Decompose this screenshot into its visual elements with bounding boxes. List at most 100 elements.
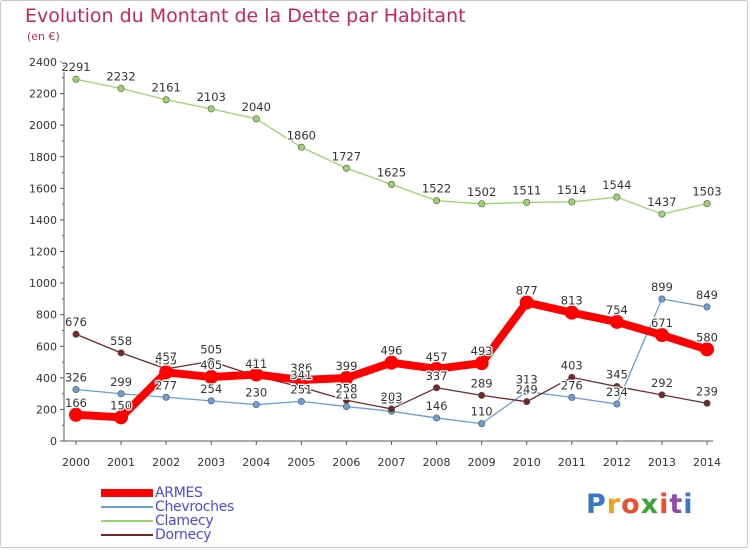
data-label-dornecy: 337 bbox=[426, 369, 448, 383]
data-label-clamecy: 1503 bbox=[692, 185, 721, 199]
data-label-chevroches: 277 bbox=[155, 378, 177, 392]
y-tick-label: 600 bbox=[36, 340, 57, 353]
data-label-chevroches: 251 bbox=[290, 382, 312, 396]
data-label-chevroches: 326 bbox=[65, 371, 87, 385]
data-point-dornecy bbox=[478, 391, 486, 399]
data-point-armes bbox=[564, 305, 579, 320]
series-line-clamecy bbox=[75, 78, 708, 215]
data-point-clamecy bbox=[252, 115, 260, 123]
data-label-chevroches: 218 bbox=[335, 388, 357, 402]
data-point-chevroches bbox=[162, 393, 170, 401]
data-point-clamecy bbox=[162, 96, 170, 104]
data-point-chevroches bbox=[658, 295, 666, 303]
y-tick-label: 1200 bbox=[29, 246, 57, 259]
logo-letter: i bbox=[659, 489, 670, 520]
data-point-chevroches bbox=[207, 397, 215, 405]
data-label-dornecy: 341 bbox=[290, 368, 312, 382]
data-point-clamecy bbox=[658, 210, 666, 218]
x-tick-label: 2014 bbox=[693, 456, 721, 469]
logo-letter: P bbox=[586, 489, 607, 520]
y-tick-label: 1000 bbox=[29, 277, 57, 290]
data-label-dornecy: 249 bbox=[516, 383, 538, 397]
data-point-armes bbox=[700, 342, 714, 357]
x-tick-label: 2009 bbox=[468, 456, 496, 469]
data-label-dornecy: 289 bbox=[471, 376, 493, 390]
x-tick-label: 2007 bbox=[378, 456, 406, 469]
data-label-dornecy: 239 bbox=[696, 384, 718, 398]
data-point-chevroches bbox=[117, 390, 125, 398]
data-label-chevroches: 313 bbox=[516, 373, 538, 387]
legend-swatch bbox=[101, 489, 153, 497]
data-label-clamecy: 1514 bbox=[557, 183, 586, 197]
data-point-clamecy bbox=[703, 200, 711, 208]
y-tick-label: 1400 bbox=[29, 214, 57, 227]
x-tick-label: 2004 bbox=[242, 456, 270, 469]
logo-letter: i bbox=[683, 489, 694, 520]
data-point-dornecy bbox=[117, 349, 125, 357]
x-tick-label: 2001 bbox=[107, 456, 135, 469]
data-point-clamecy bbox=[387, 180, 395, 188]
data-point-armes bbox=[519, 295, 534, 310]
data-label-armes: 671 bbox=[651, 316, 673, 330]
data-point-chevroches bbox=[252, 401, 260, 409]
data-point-armes bbox=[339, 370, 354, 385]
data-label-armes: 421 bbox=[245, 356, 267, 370]
data-label-clamecy: 1511 bbox=[512, 183, 541, 197]
data-point-dornecy bbox=[613, 383, 621, 391]
chart-title: Evolution du Montant de la Dette par Hab… bbox=[25, 5, 466, 27]
y-tick-label: 1800 bbox=[29, 151, 57, 164]
data-point-chevroches bbox=[478, 420, 486, 428]
data-point-clamecy bbox=[523, 198, 531, 206]
data-point-armes bbox=[114, 410, 129, 425]
x-tick-label: 2005 bbox=[287, 456, 315, 469]
data-point-armes bbox=[159, 365, 174, 380]
data-point-clamecy bbox=[117, 85, 125, 93]
legend-item-armes: ARMES bbox=[101, 486, 234, 500]
data-label-armes: 399 bbox=[335, 359, 357, 373]
data-label-dornecy: 411 bbox=[245, 357, 267, 371]
data-label-armes: 754 bbox=[606, 303, 628, 317]
x-tick-label: 2003 bbox=[197, 456, 225, 469]
data-label-clamecy: 1727 bbox=[332, 149, 361, 163]
data-point-armes bbox=[609, 314, 624, 329]
x-tick-label: 2006 bbox=[332, 456, 360, 469]
x-tick-label: 2000 bbox=[62, 456, 90, 469]
legend-item-dornecy: Dornecy bbox=[101, 528, 234, 542]
legend: ARMES Chevroches Clamecy Dornecy bbox=[101, 486, 234, 542]
x-tick-label: 2012 bbox=[603, 456, 631, 469]
data-label-armes: 386 bbox=[290, 361, 312, 375]
data-label-armes: 493 bbox=[471, 344, 493, 358]
data-label-dornecy: 558 bbox=[110, 334, 132, 348]
data-label-clamecy: 1625 bbox=[377, 165, 406, 179]
data-label-dornecy: 457 bbox=[155, 350, 177, 364]
data-point-dornecy bbox=[703, 399, 711, 407]
legend-swatch bbox=[101, 506, 153, 508]
x-tick-label: 2011 bbox=[558, 456, 586, 469]
data-label-chevroches: 188 bbox=[381, 392, 403, 406]
proxiti-logo: Proxiti bbox=[586, 489, 694, 520]
data-point-armes bbox=[294, 373, 309, 388]
data-label-clamecy: 2040 bbox=[242, 100, 271, 114]
data-label-armes: 813 bbox=[561, 294, 583, 308]
data-point-armes bbox=[249, 367, 264, 382]
data-label-clamecy: 2232 bbox=[106, 70, 135, 84]
y-tick-label: 2000 bbox=[29, 119, 57, 132]
logo-letter: x bbox=[640, 489, 660, 520]
data-label-clamecy: 1522 bbox=[422, 182, 451, 196]
data-label-dornecy: 345 bbox=[606, 368, 628, 382]
x-tick-label: 2010 bbox=[513, 456, 541, 469]
data-label-clamecy: 2161 bbox=[152, 81, 181, 95]
data-point-dornecy bbox=[523, 398, 531, 406]
data-point-chevroches bbox=[433, 414, 441, 422]
legend-swatch bbox=[101, 534, 153, 536]
data-point-armes bbox=[384, 355, 399, 370]
data-label-chevroches: 110 bbox=[471, 405, 493, 419]
logo-letter: r bbox=[606, 489, 622, 520]
data-point-clamecy bbox=[342, 164, 350, 172]
data-label-armes: 457 bbox=[426, 350, 448, 364]
data-label-armes: 496 bbox=[381, 344, 403, 358]
data-label-armes: 150 bbox=[110, 398, 132, 412]
data-label-chevroches: 234 bbox=[606, 385, 628, 399]
